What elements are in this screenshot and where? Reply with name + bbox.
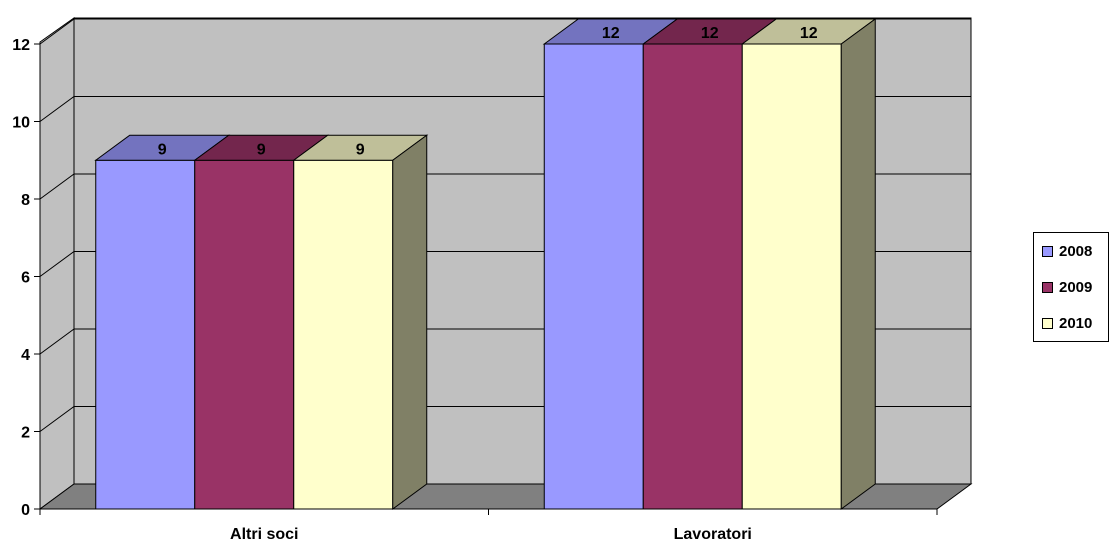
bars	[94, 18, 877, 510]
data-label: 9	[257, 141, 266, 158]
bar-front	[543, 43, 644, 510]
bar-front	[95, 159, 196, 510]
legend-label-2: 2010	[1059, 314, 1093, 332]
data-label: 12	[701, 25, 719, 42]
y-tick-label: 8	[21, 192, 30, 209]
axes	[34, 42, 938, 515]
bar-front	[741, 43, 842, 510]
bar-front	[293, 159, 394, 510]
y-tick-label: 12	[12, 37, 30, 54]
data-label: 12	[800, 25, 818, 42]
y-tick-label: 0	[21, 502, 30, 519]
bar-front	[194, 159, 295, 510]
bar-front	[642, 43, 743, 510]
data-label: 9	[356, 141, 365, 158]
legend-item-2: 2010	[1042, 313, 1092, 333]
data-label: 12	[602, 25, 620, 42]
legend: 2008 2009 2010	[1033, 232, 1109, 342]
bar-side	[392, 134, 428, 510]
y-tick-label: 6	[21, 270, 30, 287]
legend-item-1: 2009	[1042, 277, 1092, 297]
data-label: 9	[158, 141, 167, 158]
legend-label-0: 2008	[1059, 242, 1093, 260]
legend-swatch-2	[1042, 317, 1053, 329]
legend-label-1: 2009	[1059, 278, 1093, 296]
x-tick-label: Lavoratori	[674, 526, 752, 543]
x-tick-label: Altri soci	[230, 526, 298, 543]
y-tick-label: 2	[21, 425, 30, 442]
labels: 9 9 9 Altri soci 12 12 12 Lavoratori 0 2 4 6 8 10 12	[12, 25, 818, 543]
y-tick-label: 4	[21, 347, 30, 364]
y-tick-label: 10	[12, 115, 30, 132]
legend-swatch-0	[1042, 245, 1053, 257]
legend-swatch-1	[1042, 281, 1053, 293]
legend-item-0: 2008	[1042, 241, 1092, 261]
bar-side	[840, 18, 876, 510]
